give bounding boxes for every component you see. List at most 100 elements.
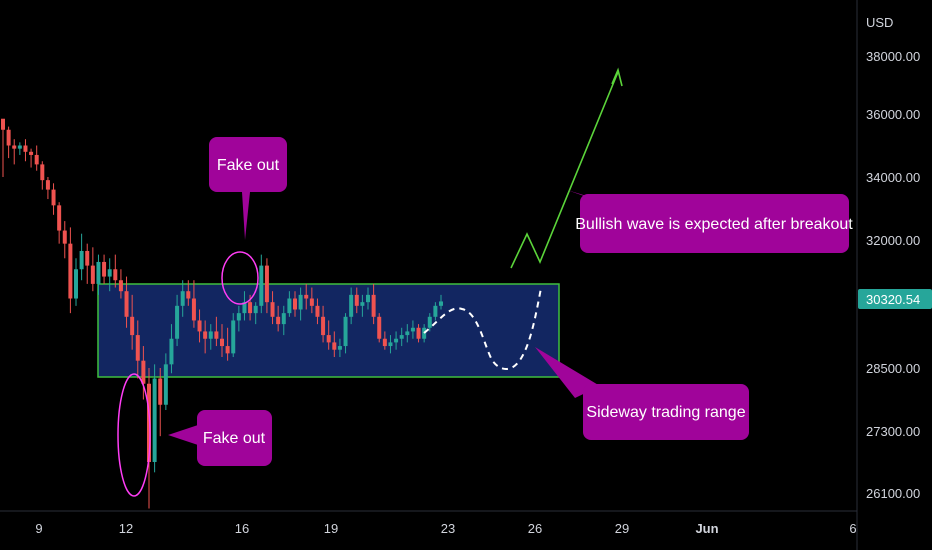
- price-tick-label: 26100.00: [866, 486, 920, 501]
- candle-body: [427, 316, 432, 328]
- time-axis-ticks: 9 12 16 19 23 26 29 Jun 6: [35, 521, 856, 536]
- candle-body: [186, 291, 191, 299]
- candle-body: [405, 331, 410, 336]
- candle-body: [281, 313, 286, 325]
- candle-body: [293, 298, 297, 310]
- candle-body: [158, 378, 163, 405]
- candle-body: [107, 269, 112, 277]
- candle-body: [208, 331, 213, 339]
- candle-body: [287, 298, 292, 314]
- time-tick-label: 6: [849, 521, 856, 536]
- candle-body: [45, 180, 50, 190]
- candle-body: [242, 302, 247, 314]
- bullish-label: Bullish wave is expected after breakout: [575, 216, 853, 233]
- candle-body: [371, 294, 376, 317]
- time-tick-label: 23: [441, 521, 455, 536]
- candle-body: [197, 320, 202, 332]
- candle-body: [6, 129, 11, 146]
- candle-body: [180, 291, 185, 306]
- candle-body: [79, 250, 84, 270]
- candle-body: [366, 294, 370, 303]
- candle-body: [135, 335, 140, 361]
- candle-body: [191, 298, 196, 321]
- candle-body: [203, 331, 208, 339]
- candle-body: [220, 338, 224, 347]
- candle-body: [416, 327, 421, 339]
- bullish-callout[interactable]: Bullish wave is expected after breakout: [567, 190, 853, 253]
- candle-body: [354, 294, 359, 306]
- candle-body: [214, 331, 219, 339]
- candle-body: [29, 151, 34, 155]
- candle-body: [326, 335, 331, 343]
- fake-out-bottom-ellipse: [117, 373, 151, 497]
- time-tick-label: 12: [119, 521, 133, 536]
- fake-out-top-label: Fake out: [217, 157, 280, 174]
- candle-body: [23, 145, 28, 152]
- sideways-callout[interactable]: Sideway trading range: [535, 347, 749, 440]
- candle-body: [231, 320, 236, 354]
- candle-body: [175, 305, 180, 339]
- candle-body: [382, 338, 387, 347]
- bullish-arrow-head: [611, 67, 623, 87]
- candle-body: [298, 294, 303, 310]
- candle-body: [394, 338, 399, 343]
- candle-body: [12, 145, 17, 149]
- candle-body: [360, 302, 365, 306]
- price-tick-label: 34000.00: [866, 170, 920, 185]
- candle-body: [422, 327, 427, 339]
- candle-body: [276, 316, 281, 325]
- candle-body: [433, 305, 438, 317]
- time-tick-label: Jun: [695, 521, 718, 536]
- candle-body: [102, 261, 107, 277]
- fake-out-top-ellipse: [221, 251, 259, 305]
- candle-body: [309, 298, 314, 306]
- projected-sideways-path: [423, 287, 542, 370]
- time-tick-label: 19: [324, 521, 338, 536]
- candle-body: [68, 243, 73, 299]
- candle-body: [152, 378, 157, 462]
- candle-body: [90, 265, 95, 284]
- candle-body: [253, 305, 258, 314]
- candle-body: [410, 327, 415, 332]
- candle-body: [332, 342, 337, 350]
- candle-body: [388, 342, 393, 347]
- fake-out-bottom-callout[interactable]: Fake out: [168, 410, 272, 466]
- candle-body: [130, 316, 135, 336]
- candle-body: [74, 269, 78, 299]
- candle-body: [34, 154, 39, 165]
- price-tick-label: 38000.00: [866, 49, 920, 64]
- candle-body: [439, 301, 443, 306]
- candle-body: [113, 269, 118, 281]
- candle-body: [343, 316, 348, 347]
- time-tick-label: 9: [35, 521, 42, 536]
- candle-body: [124, 291, 129, 317]
- candle-body: [17, 145, 22, 149]
- candle-body: [163, 364, 168, 405]
- fake-out-top-callout[interactable]: Fake out: [209, 137, 287, 240]
- candlestick-series: [1, 118, 443, 509]
- candle-body: [248, 302, 253, 314]
- candle-body: [337, 346, 342, 350]
- price-tick-label: 27300.00: [866, 424, 920, 439]
- candle-body: [315, 305, 320, 317]
- candle-body: [236, 313, 241, 321]
- candle-body: [304, 294, 309, 299]
- candle-body: [225, 346, 230, 354]
- candle-body: [321, 316, 326, 336]
- price-tick-label: 36000.00: [866, 107, 920, 122]
- price-axis-ticks: 38000.00 36000.00 34000.00 32000.00 28500.00…: [866, 49, 920, 501]
- fake-out-bottom-label: Fake out: [203, 430, 266, 447]
- last-price-badge: 30320.54: [858, 289, 932, 309]
- candle-body: [264, 265, 269, 303]
- candle-body: [118, 280, 123, 292]
- candle-body: [377, 316, 382, 339]
- candle-body: [399, 335, 404, 339]
- candle-body: [85, 250, 90, 266]
- candle-body: [141, 360, 146, 384]
- price-tick-label: 28500.00: [866, 361, 920, 376]
- candle-body: [40, 164, 45, 181]
- candle-body: [1, 118, 5, 130]
- price-tick-label: 32000.00: [866, 233, 920, 248]
